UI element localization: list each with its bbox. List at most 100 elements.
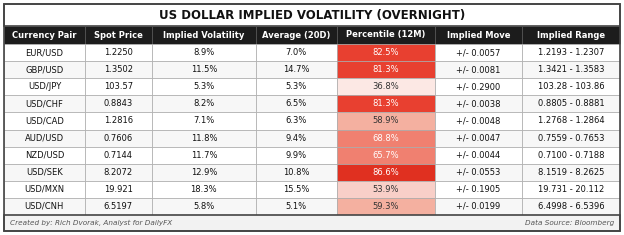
Text: 1.3502: 1.3502 <box>104 65 133 74</box>
Bar <box>434 26 522 44</box>
Text: 1.2816: 1.2816 <box>104 117 133 125</box>
Text: 5.8%: 5.8% <box>193 202 215 211</box>
Text: 8.9%: 8.9% <box>193 48 215 57</box>
Text: 0.8805 - 0.8881: 0.8805 - 0.8881 <box>538 99 605 108</box>
Text: USD/MXN: USD/MXN <box>24 185 64 194</box>
Text: 19.731 - 20.112: 19.731 - 20.112 <box>538 185 604 194</box>
Bar <box>256 95 336 112</box>
Text: Currency Pair: Currency Pair <box>12 31 77 39</box>
Bar <box>152 26 256 44</box>
Bar <box>434 129 522 147</box>
Text: 103.57: 103.57 <box>104 82 133 91</box>
Text: 53.9%: 53.9% <box>373 185 399 194</box>
Bar <box>522 129 620 147</box>
Bar <box>522 61 620 78</box>
Bar <box>4 215 620 231</box>
Bar <box>336 198 434 215</box>
Bar <box>522 78 620 95</box>
Text: 0.7559 - 0.7653: 0.7559 - 0.7653 <box>538 133 604 143</box>
Bar <box>152 198 256 215</box>
Text: Spot Price: Spot Price <box>94 31 143 39</box>
Bar <box>85 95 152 112</box>
Bar <box>85 26 152 44</box>
Text: 18.3%: 18.3% <box>190 185 217 194</box>
Bar <box>256 129 336 147</box>
Bar <box>434 95 522 112</box>
Text: +/- 0.0047: +/- 0.0047 <box>456 133 500 143</box>
Bar <box>256 44 336 61</box>
Bar <box>336 61 434 78</box>
Text: US DOLLAR IMPLIED VOLATILITY (OVERNIGHT): US DOLLAR IMPLIED VOLATILITY (OVERNIGHT) <box>159 8 465 21</box>
Bar <box>152 181 256 198</box>
Text: 6.5%: 6.5% <box>286 99 307 108</box>
Bar <box>4 181 85 198</box>
Text: Percentile (12M): Percentile (12M) <box>346 31 426 39</box>
Bar <box>256 26 336 44</box>
Text: 1.3421 - 1.3583: 1.3421 - 1.3583 <box>538 65 604 74</box>
Bar <box>522 181 620 198</box>
Text: +/- 0.0199: +/- 0.0199 <box>456 202 500 211</box>
Bar <box>434 181 522 198</box>
Text: USD/JPY: USD/JPY <box>27 82 61 91</box>
Text: +/- 0.1905: +/- 0.1905 <box>456 185 500 194</box>
Text: 15.5%: 15.5% <box>283 185 310 194</box>
Bar <box>256 181 336 198</box>
Bar <box>336 26 434 44</box>
Text: EUR/USD: EUR/USD <box>26 48 64 57</box>
Bar <box>336 129 434 147</box>
Text: GBP/USD: GBP/USD <box>25 65 64 74</box>
Bar <box>152 61 256 78</box>
Bar <box>85 44 152 61</box>
Bar <box>336 112 434 129</box>
Text: +/- 0.0044: +/- 0.0044 <box>456 151 500 160</box>
Bar <box>434 78 522 95</box>
Text: 14.7%: 14.7% <box>283 65 310 74</box>
Text: +/- 0.0553: +/- 0.0553 <box>456 168 500 177</box>
Bar <box>152 112 256 129</box>
Bar <box>152 44 256 61</box>
Bar <box>256 61 336 78</box>
Bar <box>4 61 85 78</box>
Bar <box>4 112 85 129</box>
Text: 19.921: 19.921 <box>104 185 133 194</box>
Text: 5.3%: 5.3% <box>286 82 307 91</box>
Bar <box>4 147 85 164</box>
Bar <box>85 147 152 164</box>
Text: 59.3%: 59.3% <box>373 202 399 211</box>
Bar <box>522 112 620 129</box>
Bar <box>434 198 522 215</box>
Bar <box>152 78 256 95</box>
Bar <box>434 112 522 129</box>
Bar <box>336 44 434 61</box>
Text: 65.7%: 65.7% <box>373 151 399 160</box>
Text: 11.5%: 11.5% <box>191 65 217 74</box>
Text: 81.3%: 81.3% <box>373 99 399 108</box>
Text: 6.5197: 6.5197 <box>104 202 133 211</box>
Bar <box>256 78 336 95</box>
Bar <box>434 147 522 164</box>
Bar <box>522 164 620 181</box>
Bar <box>85 78 152 95</box>
Text: AUD/USD: AUD/USD <box>25 133 64 143</box>
Text: 81.3%: 81.3% <box>373 65 399 74</box>
Text: +/- 0.0057: +/- 0.0057 <box>456 48 500 57</box>
Text: 12.9%: 12.9% <box>191 168 217 177</box>
Text: 0.7100 - 0.7188: 0.7100 - 0.7188 <box>538 151 604 160</box>
Bar <box>4 129 85 147</box>
Bar <box>85 198 152 215</box>
Bar <box>256 164 336 181</box>
Text: 0.7606: 0.7606 <box>104 133 133 143</box>
Text: 10.8%: 10.8% <box>283 168 310 177</box>
Bar <box>152 147 256 164</box>
Text: +/- 0.0048: +/- 0.0048 <box>456 117 500 125</box>
Text: 6.3%: 6.3% <box>286 117 307 125</box>
Text: 0.7144: 0.7144 <box>104 151 133 160</box>
Bar <box>336 181 434 198</box>
Text: 8.1519 - 8.2625: 8.1519 - 8.2625 <box>538 168 604 177</box>
Bar <box>522 26 620 44</box>
Text: USD/CHF: USD/CHF <box>26 99 63 108</box>
Text: +/- 0.0081: +/- 0.0081 <box>456 65 500 74</box>
Text: 82.5%: 82.5% <box>373 48 399 57</box>
Bar <box>522 147 620 164</box>
Text: 5.1%: 5.1% <box>286 202 307 211</box>
